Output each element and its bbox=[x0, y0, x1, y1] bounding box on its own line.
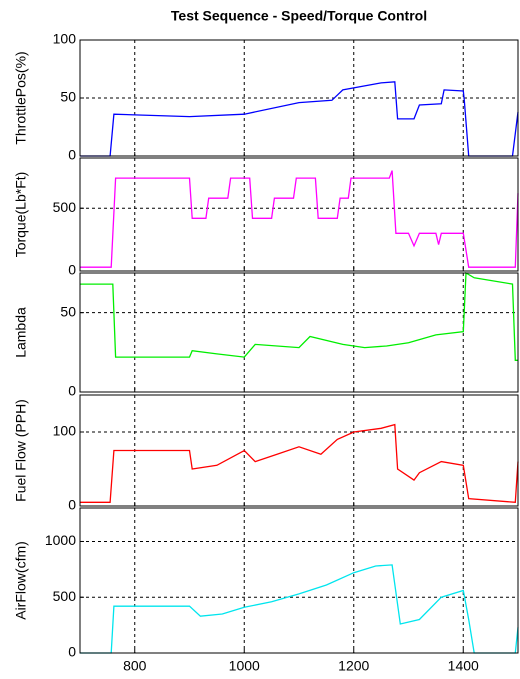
y-tick-label: 100 bbox=[53, 423, 77, 439]
chart-title: Test Sequence - Speed/Torque Control bbox=[171, 8, 427, 24]
data-line bbox=[80, 170, 519, 268]
data-line bbox=[80, 271, 518, 361]
y-tick-label: 100 bbox=[53, 31, 77, 47]
x-axis-label: Time (s) bbox=[274, 678, 325, 679]
x-tick-label: 1000 bbox=[229, 658, 260, 674]
axes-frame bbox=[79, 507, 519, 654]
axes-frame bbox=[79, 394, 519, 507]
y-tick-label: 50 bbox=[60, 89, 76, 105]
y-tick-label: 1000 bbox=[45, 532, 76, 548]
data-line bbox=[80, 423, 519, 504]
y-axis-label: AirFlow(cfm) bbox=[13, 541, 29, 620]
y-axis-label: Fuel Flow (PPH) bbox=[13, 399, 29, 502]
y-tick-label: 0 bbox=[68, 147, 76, 163]
y-tick-label: 0 bbox=[68, 383, 76, 399]
y-tick-label: 0 bbox=[68, 644, 76, 660]
plot-area bbox=[80, 273, 518, 392]
y-tick-label: 0 bbox=[68, 262, 76, 278]
plot-area bbox=[80, 158, 518, 271]
y-axis-label: Lambda bbox=[13, 307, 29, 358]
x-tick-label: 1200 bbox=[338, 658, 369, 674]
data-line bbox=[80, 564, 519, 654]
x-tick-label: 1400 bbox=[448, 658, 479, 674]
x-tick-label: 800 bbox=[123, 658, 147, 674]
axes-frame bbox=[79, 39, 519, 157]
y-tick-label: 50 bbox=[60, 303, 76, 319]
axes-frame bbox=[79, 272, 519, 393]
plot-area bbox=[80, 508, 518, 653]
y-axis-label: Torque(Lb*Ft) bbox=[13, 172, 29, 258]
y-axis-label: ThrottlePos(%) bbox=[13, 51, 29, 144]
data-line bbox=[80, 81, 519, 157]
y-tick-label: 0 bbox=[68, 497, 76, 513]
y-tick-label: 500 bbox=[53, 199, 77, 215]
y-tick-label: 500 bbox=[53, 588, 77, 604]
axes-frame bbox=[79, 157, 519, 272]
